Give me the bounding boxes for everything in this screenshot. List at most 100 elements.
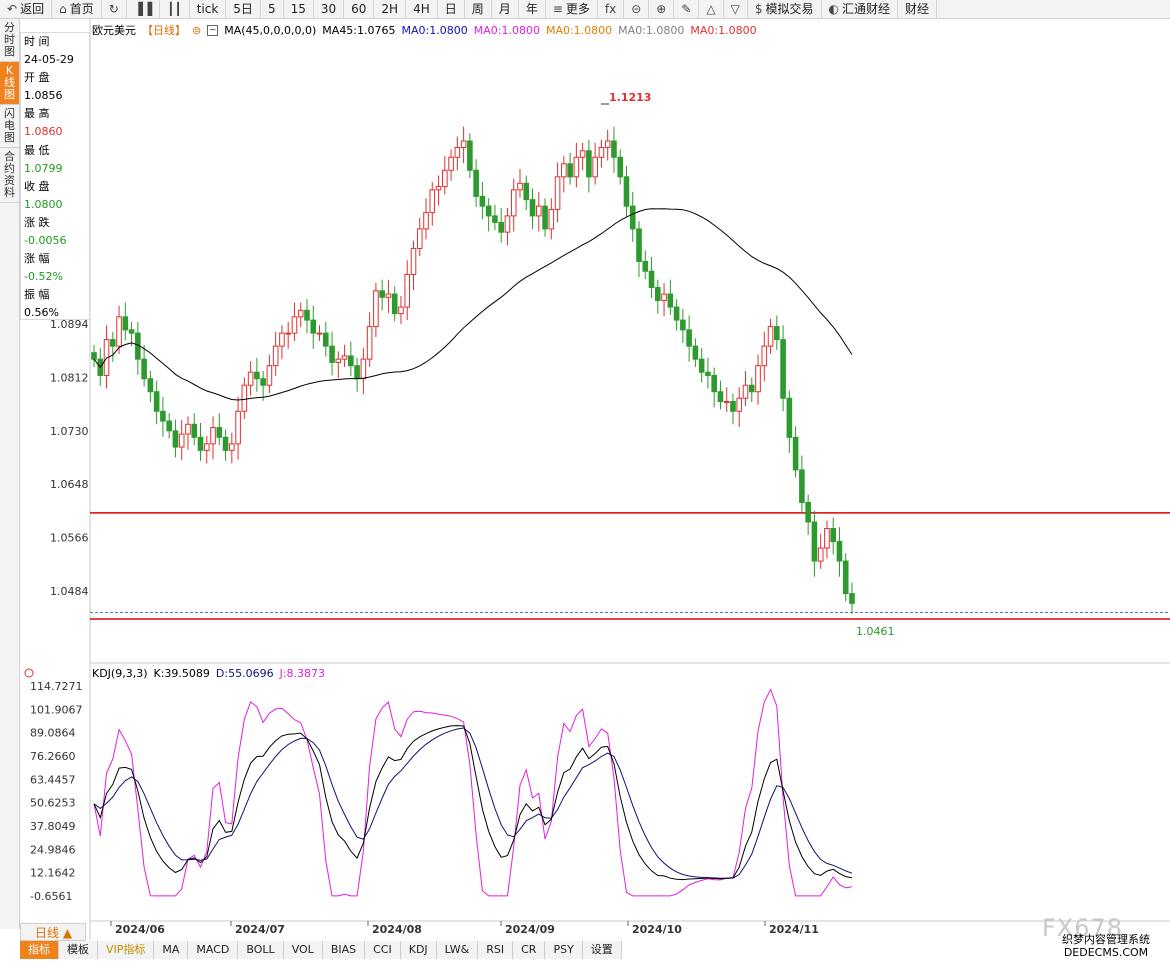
side-tab-0[interactable]: 分时图	[0, 19, 19, 62]
candle-body	[811, 521, 818, 562]
side-tab-2[interactable]: 闪电图	[0, 105, 19, 148]
indicator-tab[interactable]: KDJ	[400, 941, 437, 959]
candle-body	[429, 189, 436, 214]
time-label: 时 间	[24, 35, 50, 48]
candle-body	[705, 371, 711, 376]
ma0-value-5: MA0:1.0800	[690, 23, 757, 37]
kdj-y-tick-label: -0.6561	[30, 890, 72, 903]
candle-body	[767, 326, 774, 347]
toolbar-period-button[interactable]: 60	[344, 0, 375, 18]
zoom-out-button[interactable]: ⊝	[624, 0, 650, 18]
triangle-up-button[interactable]: △	[699, 0, 724, 18]
toolbar-back-arrow-button[interactable]: ↶ 返回	[0, 0, 53, 18]
indicator-tab[interactable]: PSY	[545, 941, 583, 959]
indicator-tab[interactable]: VOL	[283, 941, 323, 959]
candle-body	[504, 215, 511, 233]
toolbar-period-button[interactable]: 年	[519, 0, 546, 18]
period-selector[interactable]: 日线 ▲	[20, 923, 86, 941]
ma-params[interactable]: MA(45,0,0,0,0,0)	[224, 23, 317, 37]
candle-body	[723, 401, 730, 404]
toolbar-period-button[interactable]: 财经	[898, 0, 938, 18]
candle-body	[805, 501, 811, 523]
toolbar-button-label: tick	[196, 2, 219, 16]
toolbar-button-label: 财经	[905, 2, 930, 16]
toolbar-period-button[interactable]: 5	[261, 0, 284, 18]
toolbar-period-button[interactable]: 月	[492, 0, 519, 18]
candle-body	[304, 309, 310, 321]
candle-body	[254, 371, 260, 380]
side-tab-3[interactable]: 合约资料	[0, 148, 19, 203]
candle-body	[836, 541, 843, 562]
candle-body	[517, 182, 523, 191]
candle-body	[492, 215, 498, 223]
candle-body	[573, 156, 580, 178]
fx-button[interactable]: fx	[598, 0, 625, 18]
indicator-tab[interactable]: VIP指标	[98, 941, 155, 959]
high-label: 最 高	[24, 107, 50, 121]
indicator-tab[interactable]: 设置	[582, 941, 622, 959]
period-label[interactable]: 【日线】	[142, 24, 186, 37]
candle-body	[529, 199, 536, 217]
settings-icon[interactable]: ⊜	[192, 23, 202, 37]
toolbar-period-button[interactable]: tick	[190, 0, 227, 18]
candles-button[interactable]: ┃┃	[160, 0, 190, 18]
toolbar-button-label: 汇通财经	[842, 2, 891, 16]
candle-body	[241, 384, 248, 412]
toolbar-home-button[interactable]: ⌂ 首页	[52, 0, 102, 18]
toolbar-menu-button[interactable]: ≡ 更多	[546, 0, 598, 18]
indicator-tab[interactable]: CR	[513, 941, 546, 959]
toolbar-period-button[interactable]: 30	[314, 0, 345, 18]
indicator-tab[interactable]: LW&	[436, 941, 479, 959]
toolbar-huitong-button[interactable]: ◐ 汇通财经	[822, 0, 899, 18]
candle-body	[792, 436, 799, 471]
candle-body	[379, 290, 385, 298]
toolbar-period-button[interactable]: 日	[438, 0, 465, 18]
triangle-down-button[interactable]: ▽	[724, 0, 748, 18]
toolbar-period-button[interactable]: 5日	[226, 0, 261, 18]
candle-body	[404, 274, 411, 308]
ma0-value-3: MA0:1.0800	[545, 23, 613, 37]
pen-button[interactable]: ✎	[674, 0, 700, 18]
candle-body	[611, 140, 617, 158]
refresh-button[interactable]: ↻	[102, 0, 127, 18]
toolbar-button-label: 年	[525, 2, 538, 16]
indicator-tab[interactable]: BOLL	[238, 941, 284, 959]
toolbar-period-button[interactable]: 15	[284, 0, 314, 18]
candle-body	[479, 195, 486, 207]
indicator-icon[interactable]: ~	[207, 24, 219, 36]
indicator-tab[interactable]: RSI	[478, 941, 514, 959]
candle-body	[203, 443, 210, 451]
candle-body	[842, 560, 849, 595]
indicator-tab[interactable]: MA	[154, 941, 189, 959]
toolbar-period-button[interactable]: 周	[465, 0, 492, 18]
zoom-in-button[interactable]: ⊕	[649, 0, 675, 18]
toolbar-button-label: 15	[290, 2, 306, 16]
indicator-tab[interactable]: BIAS	[322, 941, 366, 959]
candle-body	[128, 329, 135, 334]
pct-label: 涨 幅	[24, 252, 50, 266]
indicator-tab[interactable]: CCI	[365, 941, 401, 959]
bars-button[interactable]: ▐▐	[127, 0, 161, 18]
toolbar-button-label: 5日	[233, 2, 253, 16]
candle-body	[235, 410, 241, 445]
candle-body	[172, 430, 179, 448]
kdj-name[interactable]: KDJ(9,3,3)	[92, 667, 148, 680]
low-value: 1.0799	[24, 161, 63, 175]
toolbar-period-button[interactable]: 4H	[406, 0, 438, 18]
indicator-tab[interactable]: 模板	[59, 941, 98, 959]
candle-body	[147, 378, 154, 393]
high-value: 1.0860	[24, 125, 63, 139]
indicator-tab[interactable]: MACD	[188, 941, 239, 959]
candle-body	[279, 332, 285, 347]
candle-body	[817, 547, 824, 562]
toolbar-dollar-button[interactable]: $ 模拟交易	[748, 0, 822, 18]
toolbar-period-button[interactable]: 2H	[374, 0, 407, 18]
top-toolbar: ↶ 返回 ⌂ 首页 ↻ ▐▐ ┃┃ tick 5日 5 15 30 60 2H 4H 日周月年 ≡ 更多 fx ⊝ ⊕ ✎…	[0, 0, 1170, 19]
candle-body	[692, 345, 699, 360]
indicator-tab[interactable]: 指标	[20, 941, 59, 959]
ma0-value-2: MA0:1.0800	[473, 23, 540, 37]
crosshair-icon	[24, 668, 34, 678]
candle-body	[623, 176, 630, 207]
